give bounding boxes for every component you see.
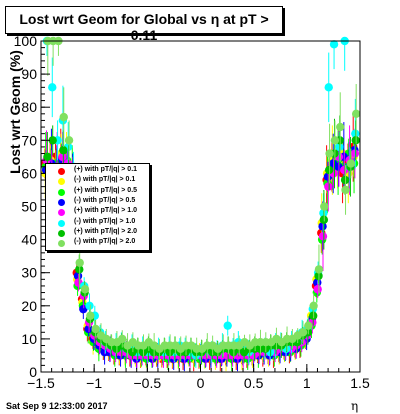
legend-marker — [58, 168, 65, 175]
legend-label: (+) with pT/|q| > 2.0 — [74, 227, 138, 235]
legend-marker — [58, 219, 65, 227]
data-point — [79, 304, 88, 314]
data-point — [85, 301, 94, 310]
data-point — [75, 258, 84, 267]
legend-label: (-) with pT/|q| > 0.5 — [74, 196, 136, 204]
legend-marker — [58, 178, 65, 186]
x-tick-label: 0.5 — [244, 375, 264, 391]
data-point — [298, 328, 308, 337]
legend-entry: (+) with pT/|q| > 0.5 — [46, 186, 149, 197]
y-tick-label: 100 — [14, 33, 38, 49]
y-tick-label: 80 — [21, 99, 37, 115]
y-tick-label: 0 — [29, 364, 37, 380]
legend-marker — [58, 209, 65, 217]
legend-label: (-) with pT/|q| > 0.1 — [74, 176, 136, 184]
y-tick-label: 10 — [21, 331, 37, 347]
data-point — [58, 152, 67, 162]
legend-entry: (+) with pT/|q| > 1.0 — [46, 207, 149, 217]
data-point — [223, 321, 232, 330]
legend-marker — [58, 198, 65, 206]
data-point — [59, 112, 68, 122]
y-tick-label: 40 — [21, 232, 37, 248]
data-point — [118, 334, 127, 344]
legend-entry: (+) with pT/|q| > 2.0 — [46, 227, 149, 238]
x-axis-label: η — [351, 399, 359, 413]
data-point — [318, 232, 328, 241]
y-tick-label: 50 — [21, 199, 37, 215]
data-point — [351, 109, 361, 119]
data-point — [324, 182, 333, 191]
y-tick-label: 90 — [21, 66, 37, 82]
legend-entry: (-) with pT/|q| > 0.5 — [46, 196, 149, 207]
data-point — [48, 83, 57, 92]
legend-label: (+) with pT/|q| > 0.1 — [74, 166, 138, 173]
data-point — [313, 285, 322, 294]
legend-marker — [58, 188, 65, 196]
legend-entry: (+) with pT/|q| > 0.1 — [46, 166, 149, 176]
data-point — [320, 202, 329, 211]
legend-entry: (-) with pT/|q| > 2.0 — [46, 238, 149, 248]
x-tick-label: 1 — [303, 375, 311, 391]
data-point — [48, 136, 57, 145]
data-point — [336, 122, 345, 132]
legend-label: (-) with pT/|q| > 1.0 — [74, 217, 136, 225]
legend-marker — [58, 229, 65, 237]
data-point — [329, 40, 339, 49]
data-point — [91, 324, 100, 334]
data-point — [314, 265, 324, 274]
data-point — [64, 136, 74, 145]
legend-entry: (-) with pT/|q| > 0.1 — [46, 176, 149, 186]
chart-title-box: Lost wrt Geom for Global vs η at pT > 0.… — [5, 6, 283, 43]
legend-label: (+) with pT/|q| > 0.5 — [74, 186, 138, 194]
data-point — [341, 185, 350, 195]
x-tick-label: 0 — [197, 375, 205, 391]
data-point — [43, 152, 52, 162]
legend-marker — [58, 240, 65, 248]
x-tick-label: −1.5 — [27, 375, 55, 391]
legend-entry: (-) with pT/|q| > 1.0 — [46, 217, 149, 228]
legend-label: (+) with pT/|q| > 1.0 — [74, 207, 138, 215]
data-point — [346, 159, 356, 168]
series-8 — [43, 36, 361, 362]
x-tick-label: −1 — [86, 375, 102, 391]
legend-label: (-) with pT/|q| > 2.0 — [74, 238, 136, 246]
data-point — [86, 311, 95, 320]
timestamp: Sat Sep 9 12:33:00 2017 — [6, 401, 108, 411]
y-tick-label: 70 — [21, 132, 37, 148]
y-tick-label: 20 — [21, 298, 37, 314]
data-point — [309, 301, 318, 310]
x-tick-label: −0.5 — [134, 375, 162, 391]
y-tick-label: 60 — [21, 165, 37, 181]
data-point — [59, 146, 68, 155]
data-point — [304, 321, 313, 330]
y-axis-label: Lost wrt Geom (%) — [7, 50, 23, 174]
chart-title: Lost wrt Geom for Global vs η at pT > 0.… — [19, 11, 269, 43]
legend: (+) with pT/|q| > 0.1 (-) with pT/|q| > 0… — [45, 163, 150, 251]
data-point — [330, 136, 340, 145]
x-tick-label: 1.5 — [350, 375, 370, 391]
data-point — [325, 149, 334, 158]
data-point — [80, 285, 90, 294]
y-tick-label: 30 — [21, 265, 37, 281]
data-point — [324, 83, 333, 92]
